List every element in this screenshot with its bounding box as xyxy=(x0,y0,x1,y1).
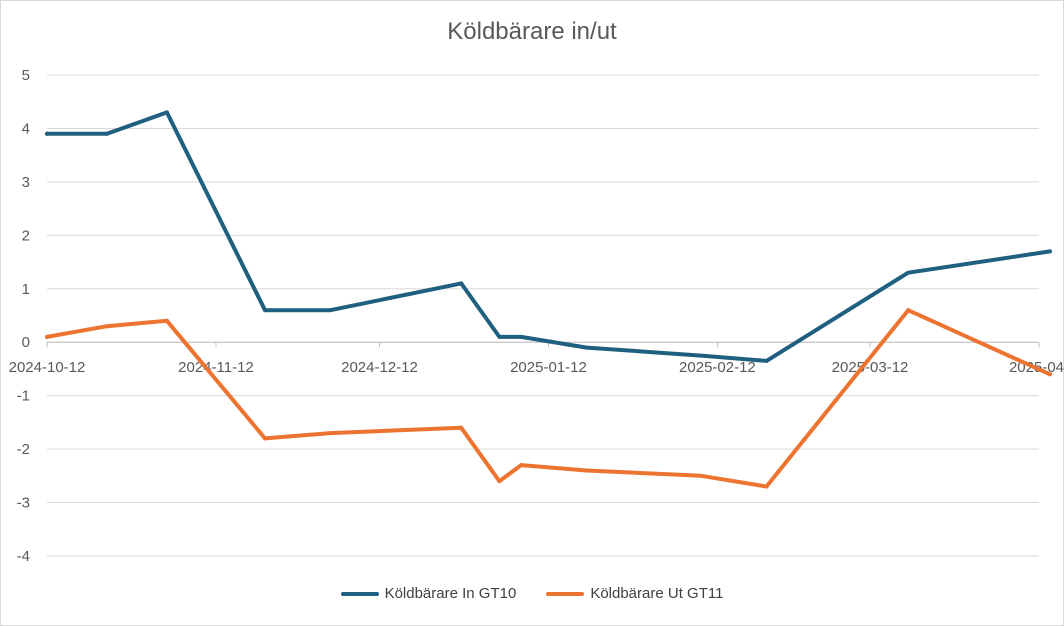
y-tick-label: -1 xyxy=(17,388,30,405)
x-tick-label: 2024-12-12 xyxy=(341,359,418,376)
legend-label-in: Köldbärare In GT10 xyxy=(384,585,517,602)
legend-item-in[interactable]: Köldbärare In GT10 xyxy=(340,585,517,602)
y-tick-label: -3 xyxy=(17,495,30,512)
data-point xyxy=(263,308,268,313)
data-point xyxy=(519,334,524,339)
data-point xyxy=(164,318,169,323)
series-lines xyxy=(45,110,1052,489)
data-point xyxy=(906,270,911,275)
x-tick-label: 2025-03-12 xyxy=(832,359,909,376)
legend-item-out[interactable]: Köldbärare Ut GT11 xyxy=(546,585,723,602)
data-point xyxy=(764,358,769,363)
chart-title: Köldbärare in/ut xyxy=(447,18,617,45)
data-point xyxy=(45,131,49,136)
data-point xyxy=(764,484,769,489)
data-point xyxy=(104,131,109,136)
legend: Köldbärare In GT10 Köldbärare Ut GT11 xyxy=(0,585,1064,602)
y-axis-ticks: 5 4 3 2 1 0 -1 -2 -3 -4 xyxy=(17,67,30,565)
data-point xyxy=(699,353,704,358)
legend-swatch-out xyxy=(546,591,585,596)
y-tick-label: 1 xyxy=(22,281,30,298)
x-tick-label: 2024-11-12 xyxy=(178,359,254,376)
data-point xyxy=(328,431,333,436)
data-point xyxy=(497,479,502,484)
y-tick-label: 3 xyxy=(22,174,30,191)
data-point xyxy=(164,110,169,115)
x-axis-ticks: 2024-10-12 2024-11-12 2024-12-12 2025-01-12… xyxy=(9,341,1064,376)
data-point xyxy=(328,308,333,313)
data-point xyxy=(1047,372,1052,377)
data-point xyxy=(104,324,109,329)
data-point xyxy=(1047,249,1052,254)
y-tick-label: 4 xyxy=(22,120,30,137)
x-tick-label: 2024-10-12 xyxy=(9,359,86,376)
data-point xyxy=(906,308,911,313)
series-line-out-gt11 xyxy=(45,308,1052,489)
y-tick-label: 0 xyxy=(22,334,30,351)
data-point xyxy=(584,468,589,473)
y-tick-label: -2 xyxy=(17,441,30,458)
x-tick-label: 2025-01-12 xyxy=(510,359,587,376)
gridlines xyxy=(47,74,1039,557)
data-point xyxy=(519,463,524,468)
data-point xyxy=(45,334,49,339)
x-tick-label: 2025-02-12 xyxy=(679,359,756,376)
legend-swatch-in xyxy=(340,591,379,596)
data-point xyxy=(497,334,502,339)
data-point xyxy=(584,345,589,350)
data-point xyxy=(699,473,704,478)
y-tick-label: 5 xyxy=(22,67,30,84)
y-tick-label: 2 xyxy=(22,227,30,244)
data-point xyxy=(263,436,268,441)
data-point xyxy=(459,425,464,430)
y-tick-label: -4 xyxy=(17,548,30,565)
data-point xyxy=(459,281,464,286)
legend-label-out: Köldbärare Ut GT11 xyxy=(590,585,724,602)
